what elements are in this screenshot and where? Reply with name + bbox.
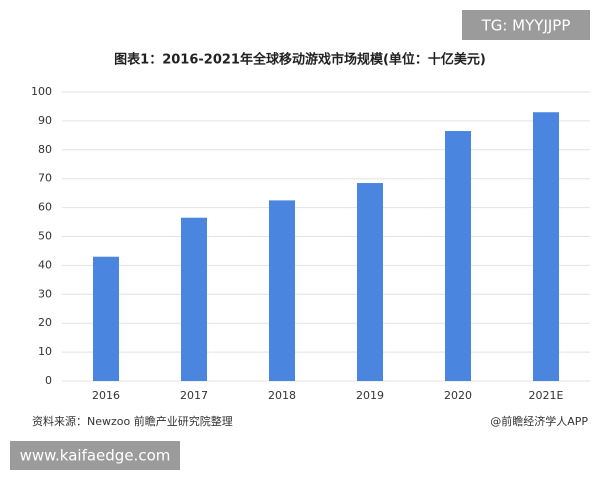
tag-box <box>462 10 590 40</box>
y-tick-label: 30 <box>38 287 52 300</box>
bar <box>269 200 295 381</box>
bottom-tag: www.kaifaedge.com <box>20 447 171 465</box>
credit: @前瞻经济学人APP <box>490 414 588 428</box>
chart-title: 图表1：2016-2021年全球移动游戏市场规模(单位：十亿美元) <box>114 52 486 68</box>
bar <box>533 112 559 381</box>
y-tick-label: 0 <box>45 374 52 387</box>
x-tick-label: 2018 <box>268 389 296 402</box>
bar <box>445 131 471 381</box>
x-tick-label: 2021E <box>529 389 564 402</box>
x-tick-label: 2017 <box>180 389 208 402</box>
bar <box>93 256 119 381</box>
bar <box>357 183 383 381</box>
x-tick-label: 2020 <box>444 389 472 402</box>
x-tick-label: 2016 <box>92 389 120 402</box>
y-tick-label: 90 <box>38 114 52 127</box>
y-tick-label: 60 <box>38 201 52 214</box>
y-tick-label: 20 <box>38 316 52 329</box>
y-tick-label: 80 <box>38 143 52 156</box>
y-tick-label: 10 <box>38 345 52 358</box>
tag-box <box>10 441 180 470</box>
y-tick-label: 40 <box>38 258 52 271</box>
x-tick-label: 2019 <box>356 389 384 402</box>
top-tag: TG: MYYJJPP <box>481 17 571 35</box>
y-tick-label: 70 <box>38 172 52 185</box>
y-tick-label: 50 <box>38 230 52 243</box>
bar <box>181 217 207 381</box>
source: 资料来源：Newzoo 前瞻产业研究院整理 <box>32 414 233 428</box>
y-tick-label: 100 <box>31 85 52 98</box>
